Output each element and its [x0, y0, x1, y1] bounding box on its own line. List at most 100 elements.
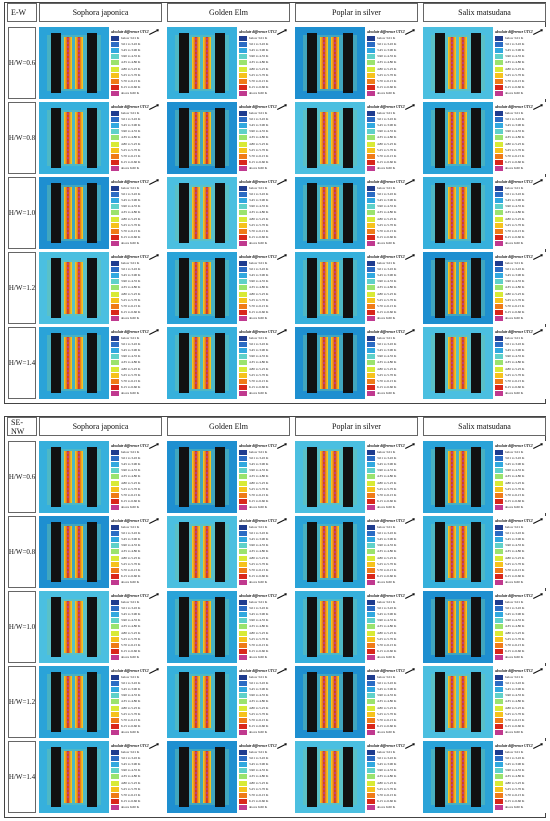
legend-swatch [111, 761, 119, 767]
legend-entry: 4.80 to 5.25 K [495, 366, 546, 372]
legend-label: 4.80 to 5.25 K [121, 555, 141, 560]
legend-label: 4.80 to 5.25 K [249, 141, 269, 146]
legend-label: 4.35 to 4.80 K [249, 135, 269, 140]
legend-swatch [239, 730, 247, 736]
legend-swatch [111, 461, 119, 467]
wind-direction-icon [405, 743, 415, 749]
legend-swatch [495, 147, 503, 153]
legend-swatch [239, 260, 247, 266]
legend-entry: above 6.60 K [111, 391, 162, 397]
legend-label: above 6.60 K [249, 505, 268, 510]
legend-entry: below 3.01 K [367, 449, 418, 455]
legend-swatch [367, 724, 375, 730]
legend-label: below 3.01 K [505, 524, 524, 529]
legend-label: 3.45 to 3.90 K [505, 761, 525, 766]
legend-swatch [367, 680, 375, 686]
legend-swatch [367, 372, 375, 378]
legend-entry: below 3.01 K [111, 449, 162, 455]
legend-swatch [367, 655, 375, 661]
legend-entry: 3.45 to 3.90 K [495, 686, 546, 692]
utci-map-cell: absolute difference UTCI below 3.01 K 3.01… [39, 27, 162, 99]
legend-swatch [239, 391, 247, 397]
wind-direction-icon [277, 593, 287, 599]
wind-direction-icon [533, 29, 543, 35]
legend-entry: 3.01 to 3.45 K [239, 755, 290, 761]
legend-swatch [239, 135, 247, 141]
legend-entry: below 3.01 K [495, 449, 546, 455]
legend-swatch [111, 266, 119, 272]
legend-label: 4.80 to 5.25 K [505, 366, 525, 371]
legend-swatch [111, 41, 119, 47]
legend-label: 5.70 to 6.15 K [249, 378, 269, 383]
legend-entry: above 6.60 K [111, 805, 162, 811]
legend-label: below 3.01 K [249, 524, 268, 529]
legend-label: 6.15 to 6.60 K [121, 724, 141, 729]
legend-label: 6.15 to 6.60 K [377, 499, 397, 504]
legend-swatch [239, 228, 247, 234]
utci-map-plot [295, 102, 365, 174]
legend-entry: 3.01 to 3.45 K [367, 116, 418, 122]
legend-label: above 6.60 K [377, 655, 396, 660]
legend-title: absolute difference UTCI [111, 105, 149, 109]
legend-entry: 5.70 to 6.15 K [495, 228, 546, 234]
legend-entry: 5.70 to 6.15 K [367, 717, 418, 723]
legend-swatch [111, 291, 119, 297]
legend-label: 5.25 to 5.70 K [249, 636, 269, 641]
utci-map-cell: absolute difference UTCI below 3.01 K 3.01… [167, 327, 290, 399]
wind-direction-icon [149, 668, 159, 674]
legend-title: absolute difference UTCI [367, 444, 405, 448]
legend-swatch [239, 555, 247, 561]
legend-label: 4.35 to 4.80 K [121, 360, 141, 365]
legend-title: absolute difference UTCI [239, 180, 277, 184]
legend-swatch [111, 799, 119, 805]
utci-map-plot [39, 441, 109, 513]
legend-swatch [367, 480, 375, 486]
legend: absolute difference UTCI below 3.01 K 3.01… [367, 743, 418, 811]
legend-entry: 3.90 to 4.35 K [367, 618, 418, 624]
legend-label: 4.35 to 4.80 K [249, 210, 269, 215]
row-label: H/W=1.4 [8, 327, 36, 399]
legend-label: above 6.60 K [505, 241, 524, 246]
wind-direction-icon [533, 518, 543, 524]
utci-map-plot [295, 252, 365, 324]
utci-map-cell: absolute difference UTCI below 3.01 K 3.01… [39, 102, 162, 174]
legend-entry: 4.35 to 4.80 K [239, 60, 290, 66]
legend-label: 3.45 to 3.90 K [249, 686, 269, 691]
legend-entry: 3.45 to 3.90 K [239, 461, 290, 467]
legend: absolute difference UTCI below 3.01 K 3.01… [111, 29, 162, 97]
legend-label: below 3.01 K [249, 35, 268, 40]
legend-entry: 6.15 to 6.60 K [495, 799, 546, 805]
legend-entry: 5.25 to 5.70 K [239, 561, 290, 567]
legend-label: 5.70 to 6.15 K [121, 153, 141, 158]
legend-swatch [239, 66, 247, 72]
legend-entry: 3.90 to 4.35 K [495, 618, 546, 624]
legend-swatch [239, 54, 247, 60]
row-label: H/W=1.2 [8, 666, 36, 738]
legend-swatch [111, 372, 119, 378]
legend-label: 4.80 to 5.25 K [121, 480, 141, 485]
legend-entry: 5.70 to 6.15 K [495, 78, 546, 84]
legend-label: 3.01 to 3.45 K [377, 755, 397, 760]
legend-swatch [111, 78, 119, 84]
legend-entry: below 3.01 K [495, 35, 546, 41]
legend-title: absolute difference UTCI [495, 519, 533, 523]
legend-label: 3.45 to 3.90 K [377, 347, 397, 352]
legend-swatch [367, 574, 375, 580]
legend-entry: 4.80 to 5.25 K [367, 555, 418, 561]
legend-swatch [111, 35, 119, 41]
wind-direction-icon [405, 254, 415, 260]
legend-swatch [367, 455, 375, 461]
legend-label: above 6.60 K [505, 166, 524, 171]
legend-swatch [367, 549, 375, 555]
legend-swatch [495, 761, 503, 767]
legend-label: 3.01 to 3.45 K [121, 530, 141, 535]
legend-swatch [239, 297, 247, 303]
wind-direction-icon [405, 668, 415, 674]
legend-label: above 6.60 K [249, 391, 268, 396]
legend-label: below 3.01 K [121, 335, 140, 340]
legend-label: 5.25 to 5.70 K [505, 711, 525, 716]
legend-entry: 5.25 to 5.70 K [495, 636, 546, 642]
legend-entry: 3.01 to 3.45 K [495, 116, 546, 122]
legend-entry: 4.80 to 5.25 K [111, 141, 162, 147]
legend-label: 3.90 to 4.35 K [121, 354, 141, 359]
